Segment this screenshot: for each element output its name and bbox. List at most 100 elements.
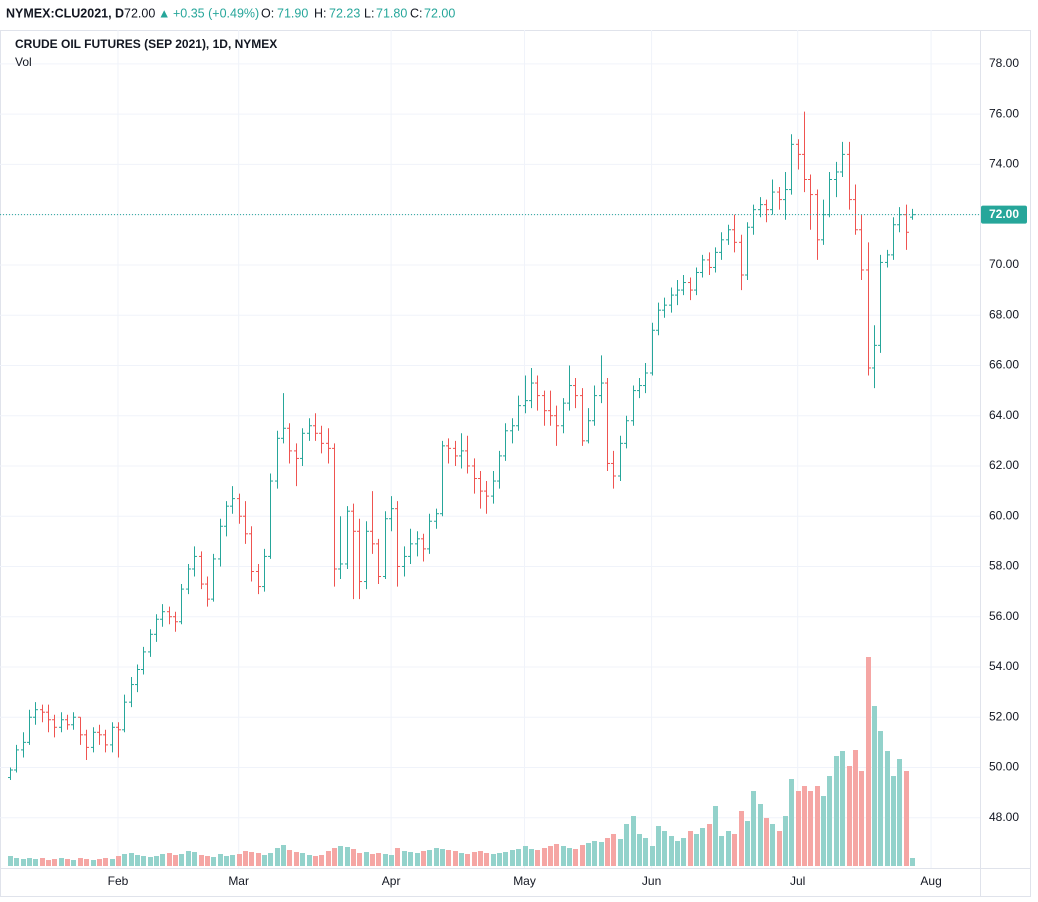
y-tick-label: 74.00 (989, 157, 1019, 171)
volume-bar (758, 804, 763, 866)
volume-bar (313, 856, 318, 866)
volume-bar (592, 841, 597, 866)
volume-bar (338, 846, 343, 866)
volume-bar (586, 843, 591, 866)
volume-bar (364, 852, 369, 866)
volume-bar (383, 854, 388, 866)
volume-bar (542, 848, 547, 866)
volume-bar (815, 786, 820, 866)
y-tick-label: 64.00 (989, 408, 1019, 422)
volume-bar (78, 858, 83, 866)
x-tick-label: Aug (920, 874, 941, 888)
volume-bar (27, 858, 32, 866)
y-tick-label: 52.00 (989, 709, 1019, 723)
volume-bar (878, 731, 883, 866)
volume-bar (580, 845, 585, 866)
volume-bar (827, 776, 832, 866)
y-tick-label: 62.00 (989, 458, 1019, 472)
volume-bar (472, 852, 477, 866)
volume-bar (224, 856, 229, 866)
volume-bar (637, 834, 642, 866)
header-arrow: ▲ (158, 6, 170, 20)
volume-bar (440, 849, 445, 866)
volume-bar (211, 857, 216, 866)
volume-bar (319, 855, 324, 866)
volume-bar (478, 851, 483, 866)
volume-bar (834, 756, 839, 866)
volume-bar (872, 706, 877, 866)
volume-bar (199, 855, 204, 866)
volume-bar (523, 846, 528, 866)
volume-bar (370, 854, 375, 866)
volume-bar (287, 850, 292, 866)
volume-bar (376, 853, 381, 866)
volume-bar (707, 824, 712, 866)
volume-bar (421, 851, 426, 866)
low-value: 71.80 (376, 6, 407, 20)
volume-bar (434, 848, 439, 866)
x-tick-label: May (513, 874, 536, 888)
volume-bar (160, 854, 165, 866)
x-tick-label: Jul (790, 874, 805, 888)
last-price-box (981, 205, 1027, 224)
close-label: C: (410, 6, 423, 20)
header-change: +0.35 (+0.49%) (173, 6, 259, 20)
price-pane (8, 111, 915, 781)
volume-bar (167, 853, 172, 866)
y-tick-label: 68.00 (989, 307, 1019, 321)
volume-bar (256, 853, 261, 866)
volume-bar (357, 853, 362, 866)
volume-bar (567, 848, 572, 866)
y-tick-label: 78.00 (989, 56, 1019, 70)
volume-bar (688, 831, 693, 866)
volume-bar (726, 831, 731, 866)
volume-bar (135, 855, 140, 866)
volume-bar (719, 836, 724, 866)
volume-bar (910, 858, 915, 866)
volume-bar (631, 816, 636, 866)
volume-bar (777, 831, 782, 866)
y-tick-label: 58.00 (989, 559, 1019, 573)
y-tick-label: 50.00 (989, 760, 1019, 774)
volume-bar (275, 848, 280, 866)
volume-bar (821, 796, 826, 866)
y-tick-label: 70.00 (989, 257, 1019, 271)
volume-bar (33, 859, 38, 866)
volume-bar (46, 860, 51, 866)
y-tick-label: 48.00 (989, 810, 1019, 824)
volume-bar (796, 791, 801, 866)
volume-bar (307, 855, 312, 866)
volume-bar (249, 852, 254, 866)
volume-bar (268, 853, 273, 866)
volume-bar (116, 856, 121, 866)
volume-bar (91, 860, 96, 866)
volume-bar (71, 860, 76, 866)
volume-bar (484, 853, 489, 866)
volume-bar (52, 859, 57, 866)
open-value: 71.90 (277, 6, 308, 20)
volume-bar (745, 821, 750, 866)
volume-bar (650, 846, 655, 866)
volume-bar (294, 852, 299, 866)
volume-bar (389, 855, 394, 866)
volume-bar (14, 858, 19, 866)
volume-bar (764, 818, 769, 866)
volume-bar (866, 657, 871, 866)
volume-bar (179, 854, 184, 866)
volume-bar (656, 826, 661, 866)
volume-bar (243, 851, 248, 866)
volume-bar (510, 850, 515, 866)
volume-bar (103, 858, 108, 866)
volume-bar (859, 771, 864, 866)
volume-bar (427, 850, 432, 866)
volume-bar (326, 851, 331, 866)
volume-bar (751, 791, 756, 866)
volume-bar (84, 859, 89, 866)
close-value: 72.00 (424, 6, 455, 20)
volume-bar (599, 842, 604, 866)
volume-bar (529, 849, 534, 866)
low-label: L: (364, 6, 374, 20)
y-tick-label: 66.00 (989, 358, 1019, 372)
